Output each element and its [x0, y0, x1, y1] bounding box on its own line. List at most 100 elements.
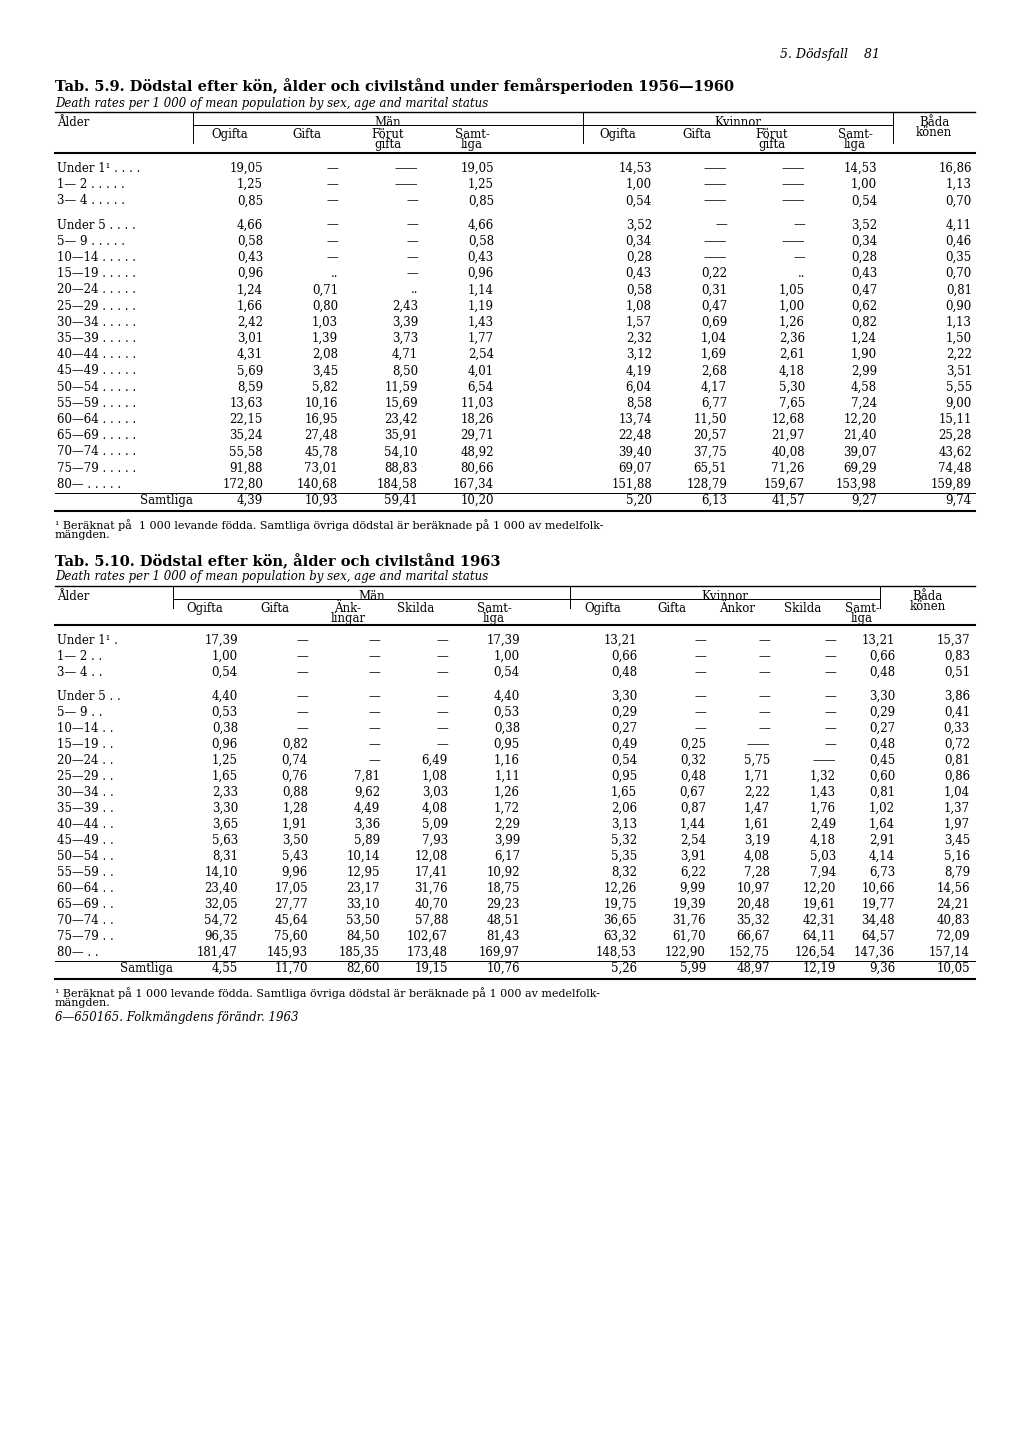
Text: —: — [436, 690, 449, 703]
Text: 0,32: 0,32 [680, 755, 706, 768]
Text: 5— 9 . .: 5— 9 . . [57, 706, 102, 719]
Text: 23,17: 23,17 [346, 883, 380, 896]
Text: 0,70: 0,70 [946, 268, 972, 281]
Text: 1,25: 1,25 [212, 755, 238, 768]
Text: 24,21: 24,21 [937, 899, 970, 912]
Text: 9,62: 9,62 [354, 786, 380, 799]
Text: 128,79: 128,79 [686, 478, 727, 491]
Text: 13,21: 13,21 [861, 634, 895, 647]
Text: Ogifta: Ogifta [600, 128, 636, 141]
Text: 45,64: 45,64 [274, 914, 308, 927]
Text: 32,05: 32,05 [205, 899, 238, 912]
Text: 2,29: 2,29 [494, 818, 520, 831]
Text: 122,90: 122,90 [666, 946, 706, 959]
Text: 153,98: 153,98 [836, 478, 877, 491]
Text: 13,21: 13,21 [603, 634, 637, 647]
Text: 1,00: 1,00 [212, 651, 238, 664]
Text: 35,91: 35,91 [384, 429, 418, 442]
Text: —: — [407, 235, 418, 248]
Text: ——: —— [394, 161, 418, 176]
Text: 1,72: 1,72 [494, 802, 520, 815]
Text: 2,43: 2,43 [392, 300, 418, 312]
Text: 167,34: 167,34 [453, 478, 494, 491]
Text: —: — [296, 706, 308, 719]
Text: ——: —— [781, 235, 805, 248]
Text: 173,48: 173,48 [407, 946, 449, 959]
Text: 0,48: 0,48 [611, 667, 637, 680]
Text: —: — [694, 723, 706, 736]
Text: ¹ Beräknat på  1 000 levande födda. Samtliga övriga dödstal är beräknade på 1 00: ¹ Beräknat på 1 000 levande födda. Samtl… [55, 520, 603, 531]
Text: 169,97: 169,97 [479, 946, 520, 959]
Text: 4,31: 4,31 [237, 348, 263, 361]
Text: 4,19: 4,19 [626, 364, 652, 377]
Text: 0,48: 0,48 [869, 739, 895, 752]
Text: 96,35: 96,35 [204, 930, 238, 943]
Text: 5— 9 . . . . .: 5— 9 . . . . . [57, 235, 125, 248]
Text: 19,39: 19,39 [673, 899, 706, 912]
Text: —: — [436, 651, 449, 664]
Text: 1,64: 1,64 [869, 818, 895, 831]
Text: 1,00: 1,00 [851, 179, 877, 192]
Text: 4,49: 4,49 [353, 802, 380, 815]
Text: 0,70: 0,70 [946, 194, 972, 207]
Text: 0,83: 0,83 [944, 651, 970, 664]
Text: 0,28: 0,28 [626, 251, 652, 264]
Text: 21,97: 21,97 [771, 429, 805, 442]
Text: mängden.: mängden. [55, 530, 111, 540]
Text: 2,61: 2,61 [779, 348, 805, 361]
Text: 4,39: 4,39 [237, 494, 263, 507]
Text: ——: —— [703, 251, 727, 264]
Text: 0,90: 0,90 [946, 300, 972, 312]
Text: —: — [715, 219, 727, 232]
Text: 5,30: 5,30 [778, 380, 805, 393]
Text: 10,97: 10,97 [736, 883, 770, 896]
Text: 8,31: 8,31 [212, 850, 238, 863]
Text: 5,82: 5,82 [312, 380, 338, 393]
Text: —: — [327, 219, 338, 232]
Text: Män: Män [375, 117, 401, 130]
Text: 36,65: 36,65 [603, 914, 637, 927]
Text: 75—79 . .: 75—79 . . [57, 930, 114, 943]
Text: 1,04: 1,04 [700, 333, 727, 346]
Text: 40,83: 40,83 [936, 914, 970, 927]
Text: 5,16: 5,16 [944, 850, 970, 863]
Text: 12,19: 12,19 [803, 962, 836, 975]
Text: 9,99: 9,99 [680, 883, 706, 896]
Text: 6,04: 6,04 [626, 380, 652, 393]
Text: 17,41: 17,41 [415, 867, 449, 880]
Text: Under 1¹ .: Under 1¹ . [57, 634, 118, 647]
Text: 80— . .: 80— . . [57, 946, 98, 959]
Text: 81,43: 81,43 [486, 930, 520, 943]
Text: —: — [694, 634, 706, 647]
Text: 1,90: 1,90 [851, 348, 877, 361]
Text: 3,91: 3,91 [680, 850, 706, 863]
Text: 0,88: 0,88 [282, 786, 308, 799]
Text: —: — [296, 690, 308, 703]
Text: 0,66: 0,66 [610, 651, 637, 664]
Text: Ogifta: Ogifta [212, 128, 249, 141]
Text: 10,66: 10,66 [861, 883, 895, 896]
Text: ¹ Beräknat på 1 000 levande födda. Samtliga övriga dödstal är beräknade på 1 000: ¹ Beräknat på 1 000 levande födda. Samtl… [55, 988, 600, 999]
Text: 3,30: 3,30 [610, 690, 637, 703]
Text: 8,32: 8,32 [611, 867, 637, 880]
Text: 0,38: 0,38 [212, 723, 238, 736]
Text: 5,09: 5,09 [422, 818, 449, 831]
Text: 0,82: 0,82 [851, 315, 877, 328]
Text: 1— 2 . . . . .: 1— 2 . . . . . [57, 179, 125, 192]
Text: 27,77: 27,77 [274, 899, 308, 912]
Text: 0,25: 0,25 [680, 739, 706, 752]
Text: 5,32: 5,32 [611, 834, 637, 847]
Text: 10,93: 10,93 [304, 494, 338, 507]
Text: 60—64 . . . . .: 60—64 . . . . . [57, 413, 136, 426]
Text: 0,67: 0,67 [680, 786, 706, 799]
Text: 1,50: 1,50 [946, 333, 972, 346]
Text: 35—39 . . . . .: 35—39 . . . . . [57, 333, 136, 346]
Text: 61,70: 61,70 [673, 930, 706, 943]
Text: 0,29: 0,29 [869, 706, 895, 719]
Text: 69,29: 69,29 [844, 462, 877, 475]
Text: 5. Dödsfall    81: 5. Dödsfall 81 [780, 48, 880, 60]
Text: 45—49 . . . . .: 45—49 . . . . . [57, 364, 136, 377]
Text: Änk-: Änk- [335, 602, 361, 615]
Text: —: — [369, 690, 380, 703]
Text: 9,00: 9,00 [946, 397, 972, 410]
